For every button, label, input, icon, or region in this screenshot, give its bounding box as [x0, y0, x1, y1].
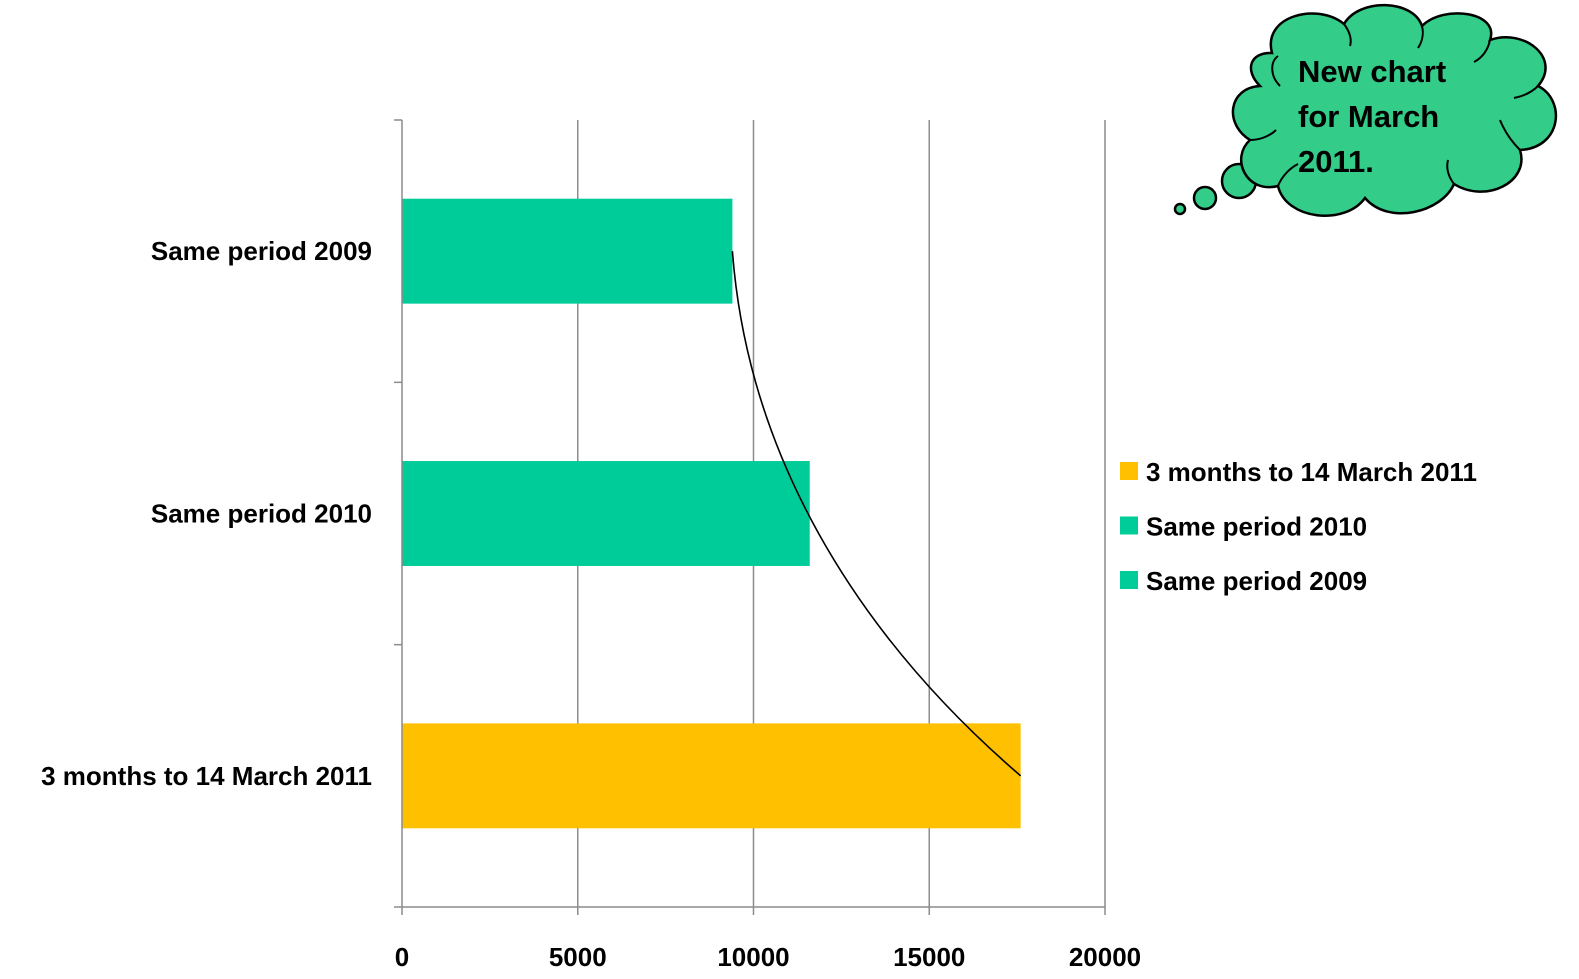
category-label-1: Same period 2010 [151, 499, 372, 529]
legend-label-0: 3 months to 14 March 2011 [1146, 457, 1477, 487]
legend-swatch-1 [1120, 516, 1138, 535]
x-tick-label-5000: 5000 [549, 942, 607, 972]
x-tick-label-10000: 10000 [717, 942, 789, 972]
tick-labels: 0 5000 10000 15000 20000 [395, 942, 1141, 972]
callout-text-line-2: for March [1298, 99, 1439, 134]
callout-text-line-1: New chart [1298, 54, 1446, 89]
callout-text-line-3: 2011. [1298, 144, 1374, 179]
x-tick-label-20000: 20000 [1069, 942, 1141, 972]
x-tick-label-0: 0 [395, 942, 409, 972]
legend: 3 months to 14 March 2011 Same period 201… [1120, 457, 1477, 596]
thought-cloud-icon [1173, 3, 1558, 217]
x-tick-label-15000: 15000 [893, 942, 965, 972]
category-label-0: 3 months to 14 March 2011 [41, 761, 372, 791]
category-labels: 3 months to 14 March 2011 Same period 201… [41, 236, 372, 791]
category-label-2: Same period 2009 [151, 236, 372, 266]
legend-swatch-0 [1120, 462, 1138, 480]
bars [402, 198, 1021, 829]
bar-1 [402, 461, 810, 566]
legend-label-2: Same period 2009 [1146, 566, 1367, 596]
legend-swatch-2 [1120, 571, 1138, 589]
trend-curve [731, 251, 1022, 777]
trend-curve-line [731, 251, 1022, 777]
legend-label-1: Same period 2010 [1146, 512, 1367, 542]
bar-0 [402, 723, 1021, 829]
bar-2 [402, 198, 733, 304]
thought-bubble-callout: New chart for March 2011. [1173, 3, 1558, 217]
axes [394, 119, 1106, 915]
